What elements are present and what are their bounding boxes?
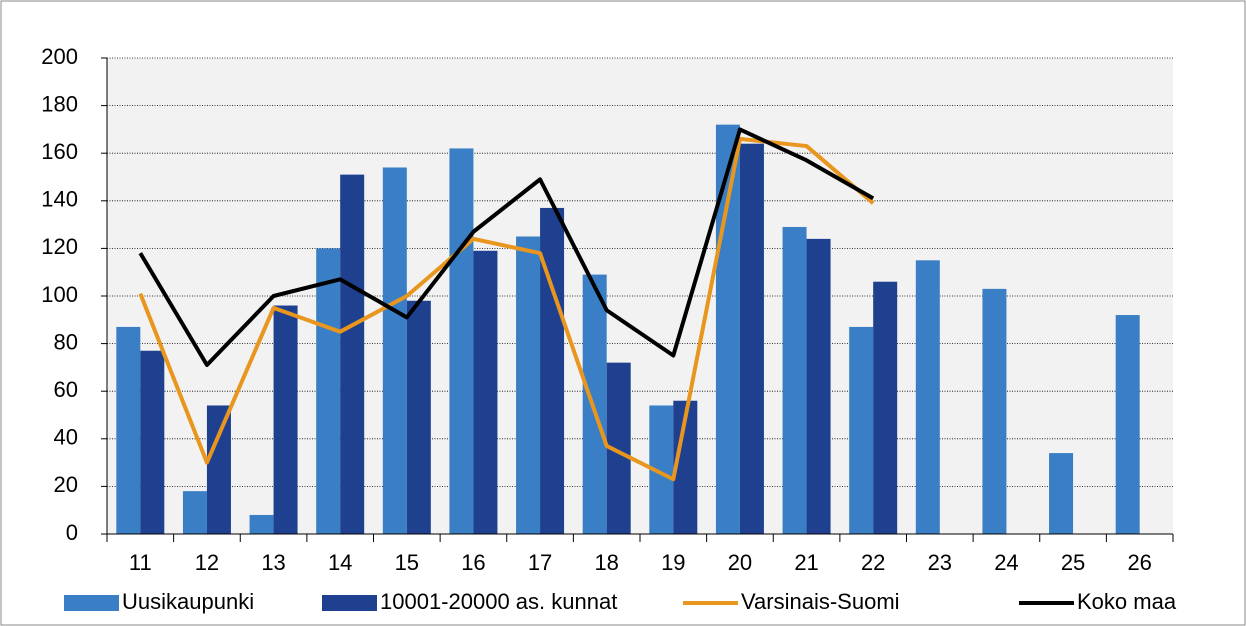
x-tick-label: 14	[328, 550, 352, 575]
x-tick-label: 23	[928, 550, 952, 575]
y-tick-label: 80	[54, 329, 78, 354]
y-tick-label: 0	[66, 520, 78, 545]
x-tick-label: 15	[395, 550, 419, 575]
legend-label: Koko maa	[1077, 589, 1177, 614]
bar	[540, 207, 565, 534]
x-tick-label: 17	[528, 550, 552, 575]
x-tick-label: 25	[1061, 550, 1085, 575]
y-tick-label: 160	[41, 139, 78, 164]
bar	[806, 238, 831, 534]
bar	[782, 226, 807, 535]
y-tick-label: 180	[41, 91, 78, 116]
bar	[206, 405, 231, 534]
y-tick-label: 140	[41, 187, 78, 212]
x-tick-label: 24	[994, 550, 1018, 575]
bar	[873, 281, 898, 534]
legend-label: 10001-20000 as. kunnat	[380, 589, 617, 614]
legend-swatch	[322, 595, 377, 611]
x-tick-label: 16	[461, 550, 485, 575]
line	[138, 127, 875, 368]
x-tick-label: 20	[728, 550, 752, 575]
y-tick-label: 60	[54, 377, 78, 402]
bar	[516, 236, 541, 534]
bar	[449, 148, 474, 534]
bar	[340, 174, 365, 534]
bar	[382, 167, 407, 535]
bar	[739, 143, 764, 534]
x-tick-label: 21	[794, 550, 818, 575]
bar	[249, 514, 274, 534]
bar	[849, 326, 874, 534]
bar	[273, 305, 298, 534]
y-tick-label: 120	[41, 234, 78, 259]
x-tick-label: 26	[1127, 550, 1151, 575]
bar	[915, 260, 940, 534]
y-tick-label: 40	[54, 425, 78, 450]
y-tick-label: 100	[41, 282, 78, 307]
x-tick-label: 18	[594, 550, 618, 575]
bar	[473, 250, 498, 534]
bar	[1115, 315, 1140, 534]
y-tick-label: 200	[41, 44, 78, 69]
bar	[1049, 453, 1074, 534]
bar	[982, 288, 1007, 534]
x-tick-label: 11	[129, 550, 152, 575]
bar	[140, 350, 165, 534]
x-tick-label: 19	[661, 550, 685, 575]
legend-label: Uusikaupunki	[122, 589, 254, 614]
bar	[316, 248, 341, 534]
bar	[715, 124, 740, 534]
legend-swatch	[64, 595, 119, 611]
y-tick-label: 20	[54, 472, 78, 497]
bar	[182, 491, 207, 534]
x-tick-label: 12	[195, 550, 219, 575]
x-tick-label: 13	[261, 550, 285, 575]
bar	[582, 274, 607, 534]
line	[138, 136, 875, 482]
bar	[116, 326, 141, 534]
x-tick-label: 22	[861, 550, 885, 575]
bar	[406, 300, 431, 534]
legend-label: Varsinais-Suomi	[741, 589, 900, 614]
